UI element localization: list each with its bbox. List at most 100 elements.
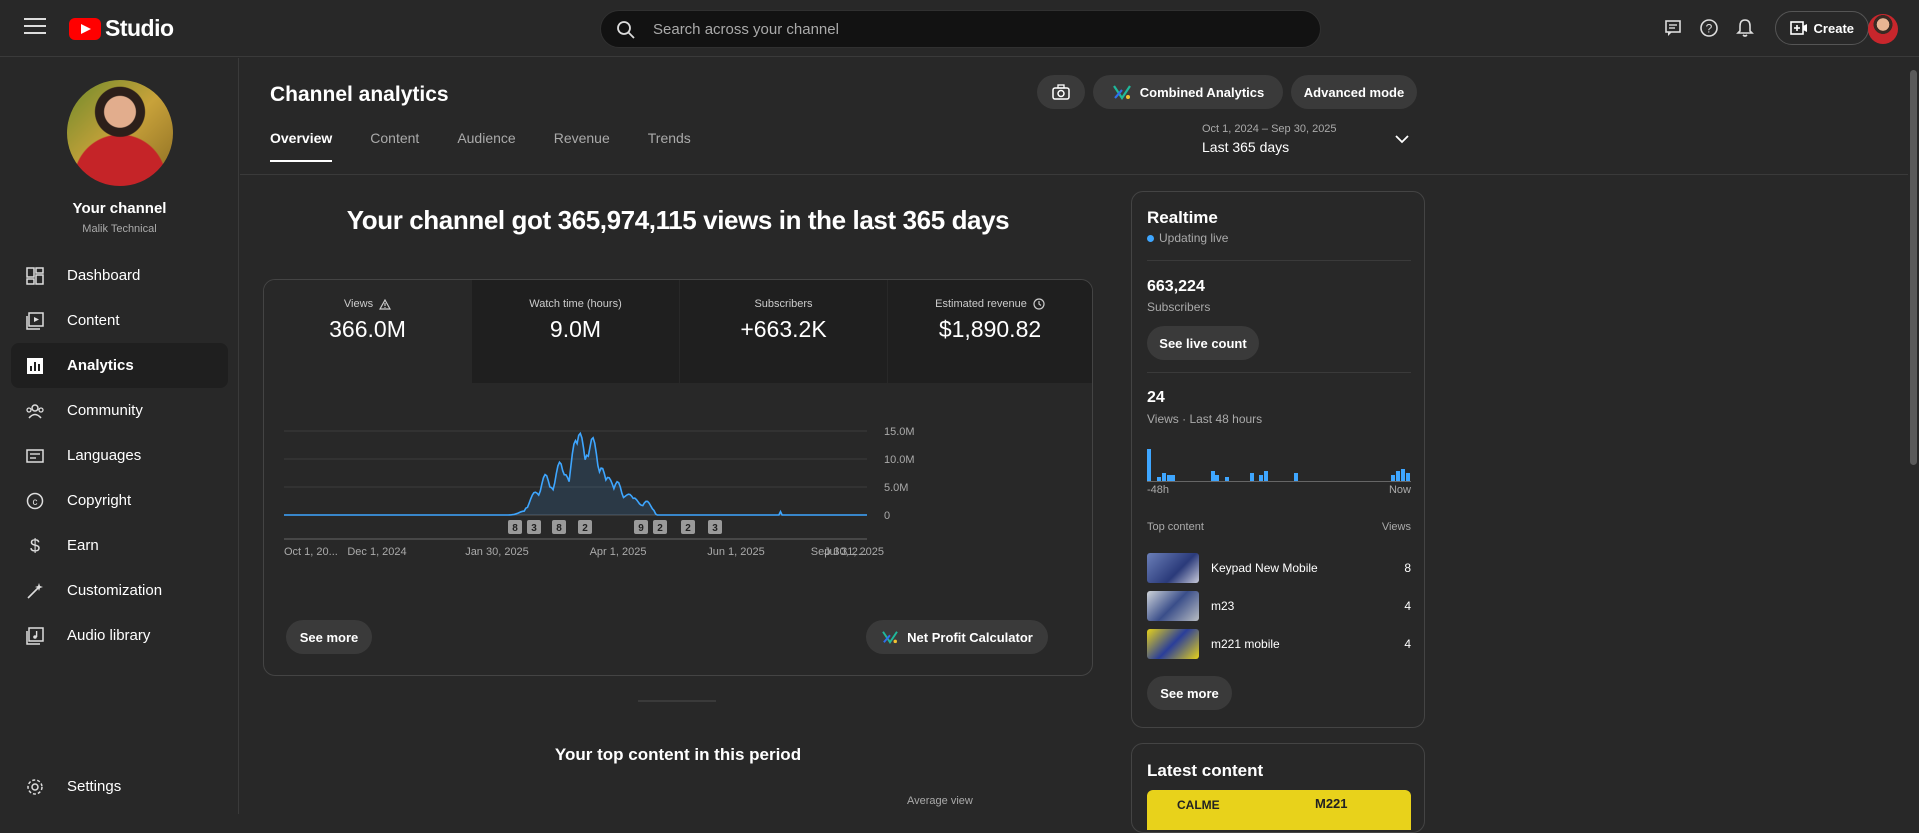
date-range-picker[interactable]: Oct 1, 2024 – Sep 30, 2025 Last 365 days: [1202, 123, 1337, 155]
x-tick-label: Sep 30, 2...: [811, 546, 867, 558]
list-item[interactable]: m221 mobile 4: [1147, 629, 1411, 659]
realtime-bar: [1156, 477, 1161, 481]
svg-text:3: 3: [712, 523, 718, 534]
search-bar[interactable]: [600, 10, 1321, 48]
metric-label: Views: [343, 298, 374, 310]
metric-subscribers[interactable]: Subscribers +663.2K: [680, 280, 888, 383]
sidebar-item-languages[interactable]: Languages: [11, 433, 228, 478]
sidebar-item-settings[interactable]: Settings: [11, 764, 228, 809]
metric-value: 9.0M: [549, 316, 602, 342]
tab-audience[interactable]: Audience: [457, 130, 516, 146]
thumbnail-model-text: M221: [1315, 796, 1348, 811]
realtime-bar: [1401, 469, 1406, 481]
latest-content-card: Latest content CALME M221: [1131, 743, 1425, 833]
realtime-bar: [1406, 473, 1411, 481]
menu-icon[interactable]: [24, 18, 46, 34]
screenshot-button[interactable]: [1037, 75, 1085, 109]
latest-video-thumbnail[interactable]: CALME M221: [1147, 790, 1411, 830]
realtime-see-more-button[interactable]: See more: [1147, 676, 1232, 710]
channel-title: Your channel: [72, 200, 167, 217]
live-status: Updating live: [1147, 231, 1228, 245]
publish-marker[interactable]: 2: [653, 520, 667, 534]
account-avatar[interactable]: [1868, 14, 1898, 44]
realtime-bar-chart[interactable]: [1147, 440, 1411, 482]
divider: [1147, 372, 1411, 373]
svg-text:3: 3: [531, 523, 537, 534]
studio-logo[interactable]: Studio: [69, 15, 174, 42]
tab-trends[interactable]: Trends: [647, 130, 691, 146]
publish-marker[interactable]: 2: [681, 520, 695, 534]
y-tick-label: 10.0M: [884, 454, 915, 466]
community-icon: [25, 401, 45, 421]
publish-marker[interactable]: 3: [527, 520, 541, 534]
svg-text:?: ?: [1705, 22, 1712, 36]
publish-marker[interactable]: 8: [552, 520, 566, 534]
realtime-bar: [1293, 473, 1298, 481]
dashboard-icon: [25, 266, 45, 286]
feedback-icon[interactable]: [1655, 10, 1691, 46]
axis-start: -48h: [1147, 484, 1170, 496]
svg-text:2: 2: [582, 523, 588, 534]
metric-watch-time[interactable]: Watch time (hours) 9.0M: [472, 280, 680, 383]
sidebar-item-community[interactable]: Community: [11, 388, 228, 433]
video-views: 4: [1404, 637, 1411, 651]
see-live-count-button[interactable]: See live count: [1147, 326, 1259, 360]
realtime-bar: [1171, 475, 1176, 481]
metric-label: Subscribers: [754, 298, 813, 310]
metric-revenue[interactable]: Estimated revenue $1,890.82: [888, 280, 1092, 383]
calculator-label: Net Profit Calculator: [907, 629, 1033, 645]
publish-marker[interactable]: 2: [578, 520, 592, 534]
sidebar-item-earn[interactable]: $ Earn: [11, 523, 228, 568]
list-item[interactable]: m23 4: [1147, 591, 1411, 621]
sidebar-item-content[interactable]: Content: [11, 298, 228, 343]
metric-views[interactable]: Views 366.0M: [264, 280, 472, 383]
publish-marker[interactable]: 3: [708, 520, 722, 534]
tabs-divider: [240, 174, 1908, 175]
metric-value: $1,890.82: [938, 316, 1042, 342]
tab-overview[interactable]: Overview: [270, 130, 333, 162]
publish-marker[interactable]: 8: [508, 520, 522, 534]
video-title: m23: [1211, 599, 1235, 613]
channel-avatar[interactable]: [67, 80, 173, 186]
realtime-bar: [1391, 475, 1396, 481]
advanced-mode-button[interactable]: Advanced mode: [1291, 75, 1417, 109]
series-line[interactable]: [284, 431, 867, 516]
sidebar-item-label: Dashboard: [67, 267, 141, 284]
create-label: Create: [1813, 20, 1854, 36]
subscriber-label: Subscribers: [1147, 300, 1211, 314]
sidebar-item-copyright[interactable]: c Copyright: [11, 478, 228, 523]
list-item[interactable]: Keypad New Mobile 8: [1147, 553, 1411, 583]
metric-value: 366.0M: [329, 316, 406, 342]
series-area: [284, 433, 867, 515]
logo-text: Studio: [105, 15, 174, 41]
video-thumbnail: [1147, 591, 1199, 621]
top-content-label: Top content: [1147, 521, 1204, 533]
notifications-icon[interactable]: [1727, 10, 1763, 46]
create-button[interactable]: Create: [1774, 11, 1869, 45]
sidebar-item-label: Copyright: [67, 492, 132, 509]
sidebar-item-audio-library[interactable]: Audio library: [11, 613, 228, 658]
publish-marker[interactable]: 9: [634, 520, 648, 534]
sidebar-item-analytics[interactable]: Analytics: [11, 343, 228, 388]
video-thumbnail: [1147, 553, 1199, 583]
net-profit-calculator-button[interactable]: Net Profit Calculator: [866, 620, 1048, 654]
live-dot-icon: [1147, 234, 1154, 242]
tab-revenue[interactable]: Revenue: [553, 130, 610, 146]
tab-content[interactable]: Content: [370, 130, 420, 146]
realtime-bar: [1249, 473, 1254, 481]
realtime-card: Realtime Updating live 663,224 Subscribe…: [1131, 191, 1425, 728]
combined-analytics-button[interactable]: Combined Analytics: [1093, 75, 1283, 109]
page-scrollbar[interactable]: [1910, 70, 1917, 465]
sidebar-item-label: Customization: [67, 582, 163, 599]
sidebar-item-customization[interactable]: Customization: [11, 568, 228, 613]
help-icon[interactable]: ?: [1691, 10, 1727, 46]
views-count: 24: [1147, 389, 1165, 406]
date-preset-text: Last 365 days: [1202, 139, 1290, 155]
views-line-chart[interactable]: 15.0M 10.0M 5.0M 0 8 3 8 2 9 2 2 3 Oct 1, 20... Dec 1…: [264, 383, 1092, 583]
sidebar-item-dashboard[interactable]: Dashboard: [11, 253, 228, 298]
views-label: Views · Last 48 hours: [1147, 412, 1263, 426]
see-more-button[interactable]: See more: [286, 620, 372, 654]
chevron-down-icon[interactable]: [1395, 134, 1409, 144]
search-input[interactable]: [653, 11, 1293, 47]
svg-text:$: $: [30, 536, 40, 556]
